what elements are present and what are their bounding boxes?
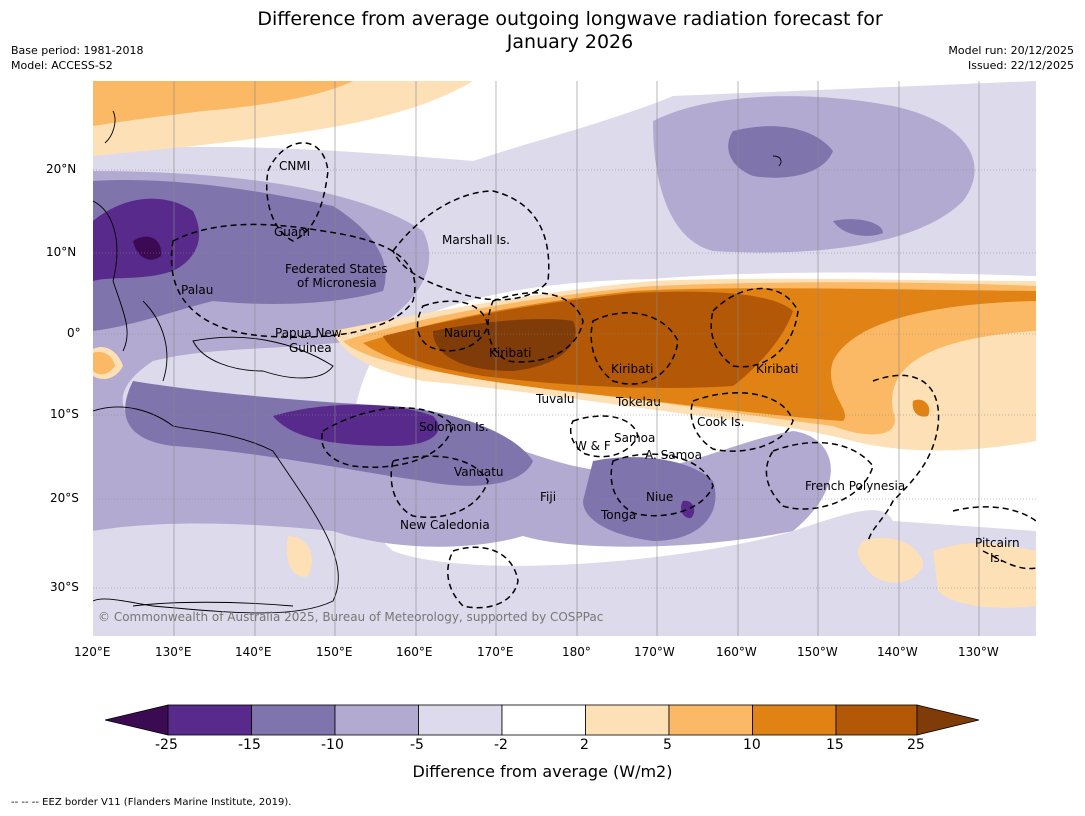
colorbar-segment-p15-p25 <box>835 704 918 736</box>
eez-footnote: -- -- -- EEZ border V11 (Flanders Marine… <box>11 797 292 808</box>
place-label: Tuvalu <box>535 392 575 406</box>
colorbar-tick-label: 5 <box>663 737 672 753</box>
place-label: Niue <box>646 490 673 504</box>
colorbar-tick-label: 10 <box>743 737 761 753</box>
place-label: French Polynesia <box>805 479 905 493</box>
place-label: Nauru <box>444 326 480 340</box>
colorbar-tick-label: -25 <box>155 737 178 753</box>
issued-date: Issued: 22/12/2025 <box>967 59 1074 72</box>
place-label: Samoa <box>614 431 655 445</box>
place-label: CNMI <box>279 159 310 173</box>
place-label: Papua New <box>275 326 342 340</box>
place-label: Cook Is. <box>697 415 744 429</box>
lon-label: 170°W <box>634 645 675 659</box>
lon-label: 140°W <box>877 645 918 659</box>
title-line-2: January 2026 <box>506 31 634 53</box>
eez-borders <box>170 142 1036 609</box>
place-label: Guam <box>274 225 310 239</box>
colorbar-tick-label: 25 <box>907 737 925 753</box>
place-label: New Caledonia <box>400 518 490 532</box>
lon-label: 130°W <box>958 645 999 659</box>
colorbar-tick-label: 2 <box>580 737 589 753</box>
colorbar-segment-m10-m5 <box>334 704 419 736</box>
copyright-notice: © Commonwealth of Australia 2025, Bureau… <box>98 610 603 624</box>
place-label: of Micronesia <box>297 276 377 290</box>
place-label: Pitcairn <box>975 536 1020 550</box>
place-label: Tokelau <box>615 395 661 409</box>
place-label: Is. <box>990 551 1004 565</box>
model-run: Model run: 20/12/2025 <box>948 44 1074 57</box>
colorbar-tick-label: -10 <box>321 737 344 753</box>
colorbar-segment-m2-p2 <box>501 704 586 736</box>
place-label: Guinea <box>289 341 332 355</box>
lon-label: 140°E <box>235 645 272 659</box>
colorbar-segment-p2-p5 <box>585 704 670 736</box>
place-label: Kiribati <box>611 362 653 376</box>
lon-label: 150°W <box>797 645 838 659</box>
colorbar-tick-label: 15 <box>826 737 844 753</box>
colorbar-segment-p10-p15 <box>752 704 837 736</box>
place-label: Solomon Is. <box>419 420 489 434</box>
coastlines <box>93 110 782 614</box>
lat-label: 20°N <box>46 162 77 176</box>
metadata-right: Model run: 20/12/2025 Issued: 22/12/2025 <box>948 43 1074 73</box>
colorbar-segment-gt-25 <box>916 704 980 736</box>
place-label: Palau <box>181 283 213 297</box>
chart-title: Difference from average outgoing longwav… <box>0 8 1085 54</box>
place-label: Fiji <box>540 490 556 504</box>
metadata-left: Base period: 1981-2018 Model: ACCESS-S2 <box>11 43 143 73</box>
title-line-1: Difference from average outgoing longwav… <box>257 8 883 30</box>
colorbar-segment-m15-m10 <box>251 704 336 736</box>
lat-label: 0° <box>67 326 81 340</box>
lon-label: 150°E <box>316 645 353 659</box>
lat-label: 10°S <box>50 407 79 421</box>
lon-label: 120°E <box>74 645 111 659</box>
place-label: W & F <box>575 439 611 453</box>
lon-label: 170°E <box>477 645 514 659</box>
lat-label: 30°S <box>50 580 79 594</box>
place-label: Tonga <box>600 508 636 522</box>
lat-label: 20°S <box>50 491 79 505</box>
lat-label: 10°N <box>46 245 77 259</box>
place-label: Marshall Is. <box>442 233 510 247</box>
place-label: Kiribati <box>489 346 531 360</box>
place-label: Vanuatu <box>454 465 504 479</box>
anomaly-fill-lt-m25 <box>133 236 162 260</box>
place-label: A. Samoa <box>645 448 702 462</box>
colorbar-tick-label: -15 <box>238 737 261 753</box>
colorbar-segment-m5-m2 <box>418 704 503 736</box>
base-period: Base period: 1981-2018 <box>11 44 144 57</box>
place-label: Federated States <box>285 262 387 276</box>
lon-label: 130°E <box>155 645 192 659</box>
place-label: Kiribati <box>756 362 798 376</box>
anomaly-fill-gt-25 <box>433 319 576 371</box>
model-name: Model: ACCESS-S2 <box>11 59 113 72</box>
graticule <box>93 81 1036 636</box>
colorbar-segment-m25-m15 <box>167 704 252 736</box>
colorbar-tick-label: -2 <box>494 737 508 753</box>
lon-label: 160°E <box>396 645 433 659</box>
colorbar-segment-p5-p10 <box>668 704 753 736</box>
colorbar-segment-lt-m25 <box>105 704 169 736</box>
place-labels: CNMI Guam Marshall Is. Federated States … <box>181 159 1020 565</box>
colorbar-title: Difference from average (W/m2) <box>412 762 673 781</box>
lon-label: 160°W <box>716 645 757 659</box>
colorbar-tick-label: -5 <box>410 737 424 753</box>
olr-anomaly-map: CNMI Guam Marshall Is. Federated States … <box>93 81 1036 636</box>
lon-label: 180° <box>562 645 591 659</box>
colorbar <box>105 704 980 736</box>
